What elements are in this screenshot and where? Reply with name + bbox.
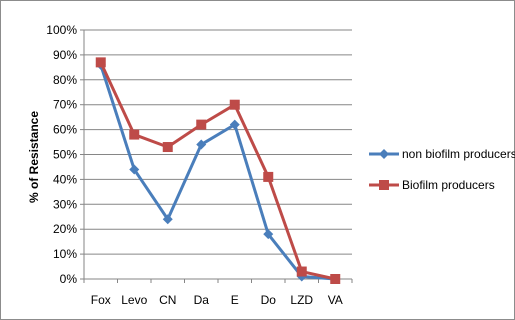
y-tick-label: 70%: [53, 98, 77, 112]
data-point-2: [229, 99, 240, 110]
y-tick-label: 30%: [53, 197, 77, 211]
data-point-2: [196, 119, 207, 130]
legend-label: non biofilm producers: [402, 147, 515, 161]
data-point-1: [162, 214, 173, 225]
data-point-2: [330, 274, 341, 284]
x-tick-label: Do: [261, 293, 277, 307]
y-tick-label: 20%: [53, 222, 77, 236]
x-tick-label: LZD: [290, 293, 313, 307]
data-point-2: [95, 57, 106, 68]
x-tick-label: Da: [194, 293, 210, 307]
legend-marker: [379, 149, 389, 159]
y-tick-label: 60%: [53, 123, 77, 137]
x-tick-label: CN: [159, 293, 176, 307]
legend-marker: [379, 180, 389, 190]
y-tick-label: 10%: [53, 247, 77, 261]
data-point-2: [296, 266, 307, 277]
data-point-1: [129, 164, 140, 175]
data-point-1: [263, 229, 274, 240]
series-lines: [95, 57, 341, 284]
y-tick-label: 100%: [46, 23, 77, 37]
gridlines: [84, 29, 352, 255]
data-point-2: [263, 171, 274, 182]
data-point-2: [162, 142, 173, 153]
data-point-1: [196, 139, 207, 150]
y-tick-label: 0%: [60, 272, 78, 286]
data-point-1: [229, 119, 240, 130]
x-tick-label: Fox: [91, 293, 111, 307]
x-tick-label: Levo: [121, 293, 147, 307]
y-tick-label: 90%: [53, 48, 77, 62]
series-line-1: [99, 64, 336, 281]
data-point-2: [129, 129, 140, 140]
axes: [80, 29, 353, 283]
y-tick-label: 80%: [53, 73, 77, 87]
x-tick-label: E: [231, 293, 239, 307]
legend: non biofilm producers Biofilm producers: [369, 147, 515, 192]
x-tick-label: VA: [328, 293, 343, 307]
legend-label: Biofilm producers: [402, 178, 495, 192]
series-line-2: [99, 61, 336, 281]
tick-labels: 0% 10% 20% 30% 40% 50% 60% 70% 80% 90% 100% Fox Levo…: [46, 23, 343, 307]
y-tick-label: 40%: [53, 172, 77, 186]
y-tick-label: 50%: [53, 148, 77, 162]
y-axis-title: % of Resistance: [27, 111, 41, 203]
